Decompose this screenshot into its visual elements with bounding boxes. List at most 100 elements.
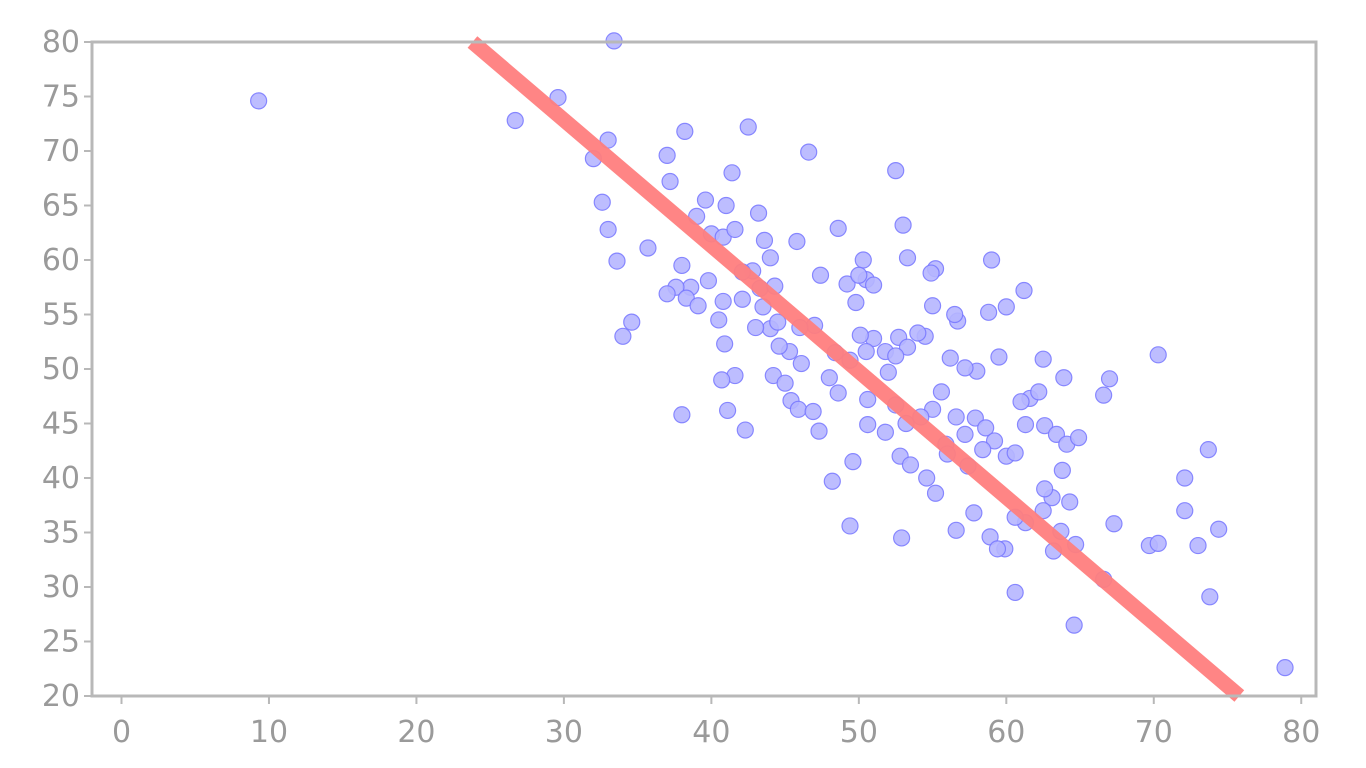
data-point [947, 408, 965, 426]
data-point [250, 92, 268, 110]
data-point [1016, 415, 1035, 434]
x-tick-label: 60 [987, 715, 1025, 750]
data-point [820, 369, 838, 387]
y-tick-label: 30 [42, 570, 80, 605]
data-point [1100, 370, 1119, 388]
data-point [864, 276, 883, 294]
data-point [723, 164, 741, 182]
x-tick-label: 30 [545, 715, 583, 750]
data-point [1015, 281, 1033, 300]
data-point [941, 349, 959, 367]
y-tick-label: 40 [42, 461, 80, 496]
data-point [716, 335, 734, 353]
data-point [1176, 502, 1194, 520]
data-point [1006, 583, 1024, 602]
data-point [1201, 588, 1219, 606]
data-point [789, 400, 807, 418]
data-point [733, 290, 751, 308]
data-point [1176, 469, 1194, 487]
data-point [854, 251, 872, 269]
data-point [887, 347, 905, 365]
data-point [859, 390, 877, 409]
x-tick-label: 80 [1282, 715, 1320, 750]
y-tick-label: 55 [42, 298, 80, 333]
data-point [932, 383, 951, 401]
data-point [894, 216, 912, 234]
x-axis: 0 10 20 30 40 50 60 70 80 [112, 696, 1320, 750]
data-point [769, 313, 787, 331]
data-point [988, 540, 1007, 558]
data-point [1199, 441, 1217, 459]
data-point [661, 172, 679, 191]
data-point [841, 517, 859, 535]
data-point [718, 401, 737, 420]
data-point [608, 252, 626, 270]
data-point [623, 313, 641, 331]
data-point [838, 275, 856, 293]
data-point [673, 256, 691, 275]
data-point [1012, 393, 1030, 411]
data-point [1189, 536, 1207, 555]
data-point [755, 231, 774, 249]
data-point [788, 232, 806, 251]
y-axis: 20 25 30 35 40 45 50 55 60 65 70 75 80 [42, 25, 92, 714]
data-point [749, 204, 768, 222]
data-point [713, 371, 731, 389]
data-point [1105, 515, 1123, 533]
y-tick-label: 35 [42, 516, 80, 551]
y-tick-label: 70 [42, 134, 80, 169]
data-point [829, 384, 847, 402]
data-point [1053, 461, 1071, 479]
data-point [1095, 386, 1113, 404]
fit-line [467, 36, 1245, 702]
data-point [673, 406, 691, 424]
data-point [658, 285, 676, 303]
data-point [1030, 383, 1048, 401]
data-point [747, 318, 765, 337]
data-point [699, 272, 718, 290]
data-point [1034, 350, 1052, 368]
data-point [770, 337, 788, 355]
x-tick-label: 70 [1135, 715, 1173, 750]
data-point [696, 191, 715, 209]
x-tick-label: 20 [397, 715, 435, 750]
data-point [926, 484, 945, 502]
y-tick-label: 50 [42, 352, 80, 387]
data-point [956, 425, 974, 443]
data-point [1036, 480, 1054, 498]
data-point [506, 111, 524, 130]
data-point [844, 453, 862, 471]
data-point [689, 297, 707, 315]
x-tick-label: 50 [840, 715, 878, 750]
data-point [792, 354, 810, 373]
data-point [879, 363, 897, 381]
data-point [736, 421, 754, 439]
x-tick-label: 40 [692, 715, 730, 750]
data-point [980, 303, 998, 321]
data-point [639, 239, 657, 257]
x-tick-label: 10 [250, 715, 288, 750]
data-point [1065, 616, 1083, 634]
data-point [965, 504, 983, 522]
data-point [739, 118, 757, 136]
data-point [859, 415, 877, 434]
data-point [982, 251, 1001, 269]
data-point [876, 423, 894, 441]
data-point [726, 220, 744, 239]
data-point [823, 472, 841, 490]
data-point [857, 342, 875, 361]
data-point [1149, 346, 1167, 364]
data-point [593, 193, 611, 211]
y-tick-label: 25 [42, 625, 80, 660]
data-point [901, 456, 920, 474]
data-point [956, 359, 974, 377]
data-point [1055, 369, 1073, 387]
data-point [599, 220, 617, 239]
y-tick-label: 80 [42, 25, 80, 60]
fit-line-layer [467, 36, 1245, 702]
data-point [923, 297, 942, 315]
data-point [990, 348, 1008, 366]
data-point [946, 305, 964, 324]
